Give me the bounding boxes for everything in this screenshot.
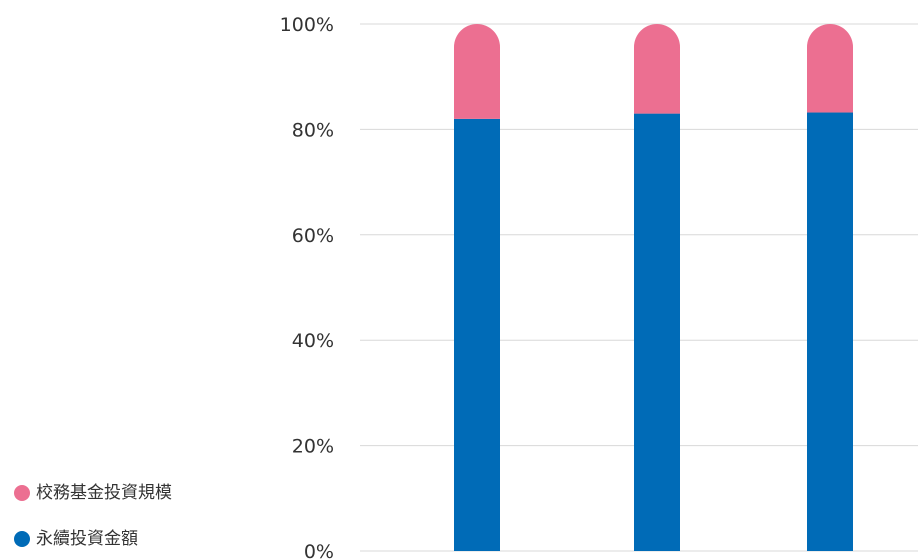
bar-segment-school-fund (634, 24, 680, 114)
bar-segment-sustainable-investment (454, 118, 500, 552)
legend-label-school-fund: 校務基金投資規模 (36, 483, 172, 503)
bars (454, 24, 853, 552)
legend-item-sustainable-investment: 永續投資金額 (14, 529, 138, 549)
legend-swatch-school-fund (14, 485, 30, 501)
y-tick-label: 60% (292, 225, 334, 247)
legend-swatch-sustainable-investment (14, 531, 30, 547)
bar-segment-sustainable-investment (634, 113, 680, 551)
legend-label-sustainable-investment: 永續投資金額 (36, 529, 138, 549)
y-tick-label: 100% (280, 14, 334, 36)
bar-segment-sustainable-investment (807, 112, 853, 551)
y-axis-tick-labels: 0% 20% 40% 60% 80% 100% (280, 14, 334, 560)
y-tick-label: 80% (292, 119, 334, 141)
legend-item-school-fund: 校務基金投資規模 (14, 483, 172, 503)
y-tick-label: 20% (292, 436, 334, 458)
y-tick-label: 40% (292, 330, 334, 352)
bar-segment-school-fund (807, 24, 853, 113)
y-tick-label: 0% (304, 541, 334, 560)
bar-segment-school-fund (454, 24, 500, 119)
